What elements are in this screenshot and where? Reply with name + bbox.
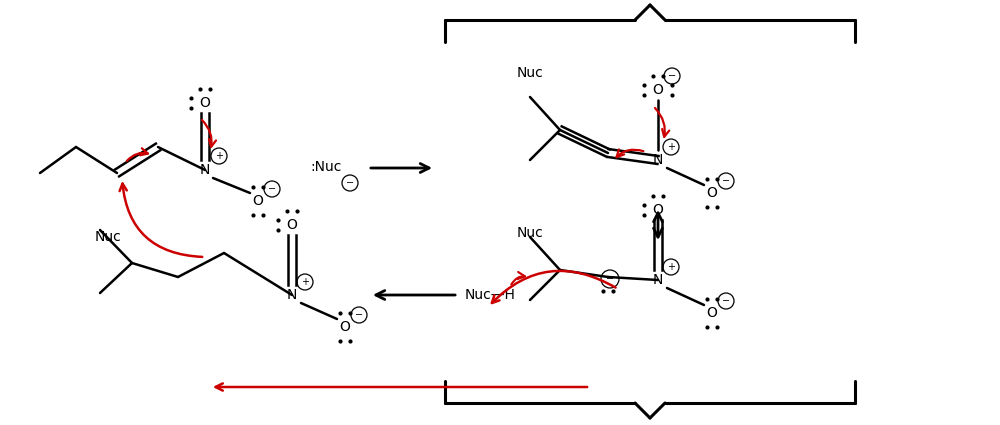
Text: O: O	[653, 83, 663, 97]
Text: −: −	[346, 178, 354, 188]
FancyArrowPatch shape	[216, 383, 587, 391]
Text: O: O	[200, 96, 210, 110]
Text: Nuc: Nuc	[95, 230, 121, 244]
Text: −: −	[722, 296, 730, 306]
Text: O: O	[707, 186, 717, 200]
Text: +: +	[667, 142, 675, 152]
Text: O: O	[653, 203, 663, 217]
FancyArrowPatch shape	[127, 148, 148, 161]
Text: N: N	[200, 163, 210, 177]
Text: O: O	[340, 320, 350, 334]
Text: O: O	[253, 194, 263, 208]
Text: −: −	[668, 71, 676, 81]
Text: N: N	[287, 288, 297, 302]
FancyArrowPatch shape	[655, 108, 669, 137]
FancyArrowPatch shape	[617, 150, 643, 157]
Text: −: −	[606, 274, 614, 284]
Text: N: N	[653, 273, 663, 287]
Text: +: +	[667, 262, 675, 272]
Text: O: O	[707, 306, 717, 320]
Text: Nuc: Nuc	[517, 66, 543, 80]
FancyArrowPatch shape	[202, 120, 216, 147]
Text: −: −	[722, 176, 730, 186]
Text: +: +	[301, 277, 309, 287]
FancyArrowPatch shape	[120, 184, 202, 257]
Text: +: +	[215, 151, 223, 161]
Text: N: N	[653, 153, 663, 167]
FancyArrowPatch shape	[511, 272, 525, 285]
Text: −: −	[355, 310, 363, 320]
Text: −: −	[268, 184, 276, 194]
Text: :Nuc: :Nuc	[310, 160, 341, 174]
Text: Nuc: Nuc	[517, 226, 543, 240]
Text: Nuc—H: Nuc—H	[465, 288, 515, 302]
Text: O: O	[287, 218, 297, 232]
FancyArrowPatch shape	[492, 271, 616, 303]
